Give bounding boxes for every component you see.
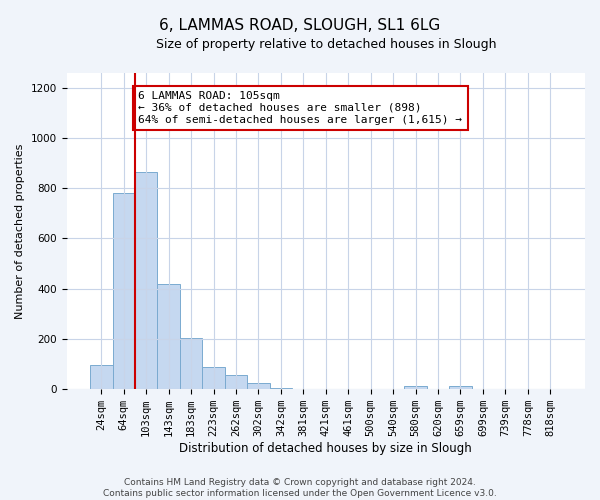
Y-axis label: Number of detached properties: Number of detached properties [15,143,25,318]
Text: 6, LAMMAS ROAD, SLOUGH, SL1 6LG: 6, LAMMAS ROAD, SLOUGH, SL1 6LG [160,18,440,32]
Text: 6 LAMMAS ROAD: 105sqm
← 36% of detached houses are smaller (898)
64% of semi-det: 6 LAMMAS ROAD: 105sqm ← 36% of detached … [139,92,463,124]
Bar [202,366,225,389]
Bar [449,386,472,389]
Bar [269,388,292,389]
Bar [90,366,113,389]
Bar [180,338,202,389]
Bar [157,284,180,389]
Text: Contains HM Land Registry data © Crown copyright and database right 2024.
Contai: Contains HM Land Registry data © Crown c… [103,478,497,498]
Bar [113,193,135,389]
Title: Size of property relative to detached houses in Slough: Size of property relative to detached ho… [155,38,496,51]
Bar [247,383,269,389]
Bar [404,386,427,389]
Bar [292,388,314,389]
X-axis label: Distribution of detached houses by size in Slough: Distribution of detached houses by size … [179,442,472,455]
Bar [225,376,247,389]
Bar [135,172,157,389]
